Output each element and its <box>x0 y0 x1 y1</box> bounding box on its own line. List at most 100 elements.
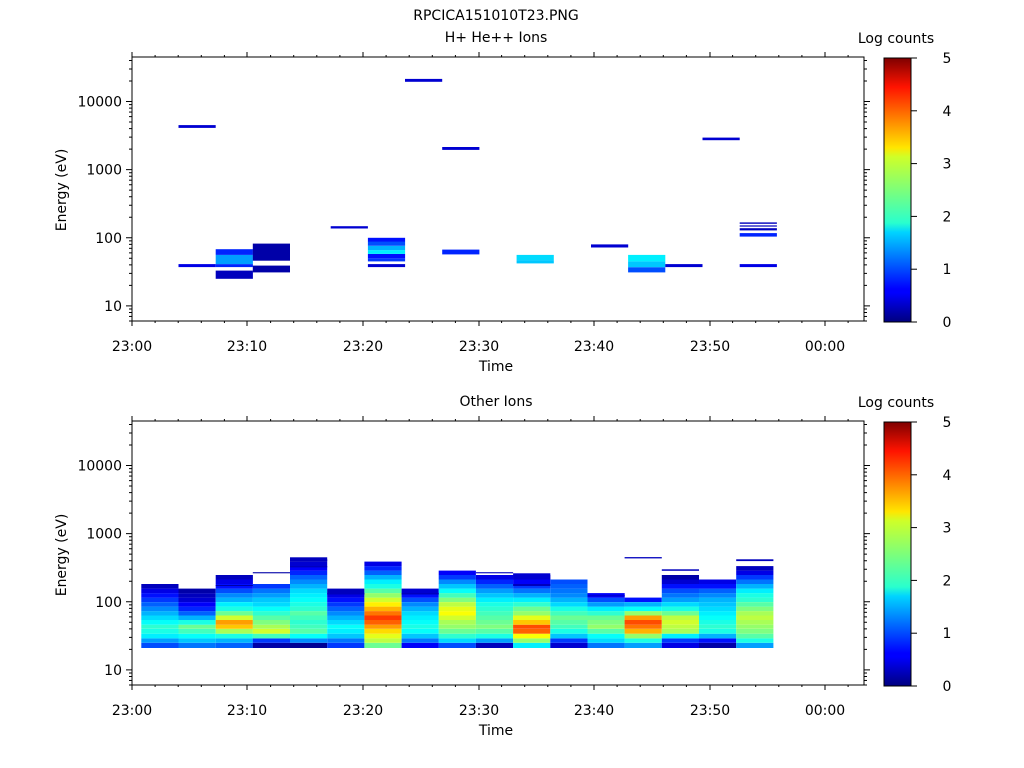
heatmap-cell <box>438 628 476 634</box>
heatmap-cell <box>513 624 551 629</box>
heatmap-cell <box>290 561 328 567</box>
heatmap-cell <box>702 137 740 141</box>
heatmap-cell <box>141 628 179 634</box>
heatmap-cell <box>290 575 328 580</box>
heatmap-cell <box>587 611 625 616</box>
heatmap-cell <box>141 633 179 639</box>
heatmap-cell <box>736 606 774 612</box>
heatmap-cell <box>141 584 179 589</box>
heatmap-cell <box>513 602 551 607</box>
heatmap-cell <box>442 147 480 150</box>
heatmap-cell <box>475 588 514 594</box>
heatmap-cell <box>178 638 216 643</box>
heatmap-cell <box>215 575 253 580</box>
heatmap-cell <box>327 642 365 648</box>
heatmap-cell <box>550 620 588 625</box>
heatmap-cell <box>513 579 551 584</box>
y-tick-label: 10 <box>104 299 122 315</box>
heatmap-cell <box>252 243 290 261</box>
colorbar-tick-label: 1 <box>943 262 952 278</box>
heatmap-cell <box>624 602 662 607</box>
heatmap-cell <box>661 584 699 589</box>
colorbar-ticks: 0 1 2 3 4 5 <box>911 51 952 331</box>
heatmap-cell <box>327 620 365 625</box>
y-axis-label: Energy (eV) <box>54 149 70 232</box>
heatmap-cell <box>141 611 179 616</box>
heatmap-cell <box>475 611 514 616</box>
heatmap-cell <box>736 633 774 639</box>
heatmap-cell <box>513 611 551 616</box>
heatmap-line <box>290 566 328 568</box>
heatmap-cell <box>364 575 402 580</box>
heatmap-cell <box>364 579 402 584</box>
heatmap-cell <box>550 638 588 643</box>
heatmap-cell <box>215 611 253 616</box>
heatmap-cell <box>736 638 774 643</box>
heatmap-cell <box>215 593 253 598</box>
heatmap-cell <box>438 638 476 643</box>
figure-title: RPCICA151010T23.PNG <box>413 8 578 24</box>
heatmap-cells <box>178 78 777 279</box>
heatmap-cell <box>736 588 774 594</box>
heatmap-cell <box>141 620 179 625</box>
x-axis-label: Time <box>478 723 513 739</box>
heatmap-cell <box>215 588 253 594</box>
heatmap-cell <box>252 584 290 589</box>
heatmap-cell <box>591 244 629 248</box>
heatmap-cell <box>587 615 625 620</box>
heatmap-cell <box>401 602 439 607</box>
heatmap-cell <box>215 615 253 620</box>
heatmap-cell <box>736 570 774 575</box>
heatmap-cell <box>736 597 774 602</box>
y-tick-label: 1000 <box>86 527 122 543</box>
heatmap-cell <box>215 620 253 625</box>
heatmap-cell <box>215 642 253 648</box>
heatmap-cell <box>252 638 290 643</box>
heatmap-cell <box>215 633 253 639</box>
heatmap-cell <box>587 606 625 612</box>
heatmap-line <box>513 573 551 580</box>
heatmap-cell <box>699 611 737 616</box>
heatmap-cell <box>438 615 476 620</box>
heatmap-cell <box>438 642 476 648</box>
heatmap-cell <box>141 638 179 643</box>
heatmap-line <box>661 569 699 571</box>
x-tick-label: 23:10 <box>227 703 267 719</box>
heatmap-cell <box>513 606 551 612</box>
heatmap-cell <box>736 584 774 589</box>
heatmap-cell <box>624 597 662 602</box>
colorbar-label: Log counts <box>858 31 934 47</box>
heatmap-cell <box>364 620 402 625</box>
heatmap-cell <box>141 602 179 607</box>
colorbar-tick-label: 4 <box>943 104 952 120</box>
heatmap-cell <box>699 624 737 629</box>
heatmap-cell <box>550 628 588 634</box>
heatmap-cell <box>475 642 514 648</box>
heatmap-cell <box>438 570 476 575</box>
heatmap-cell <box>215 602 253 607</box>
heatmap-line <box>587 594 625 597</box>
x-tick-label: 23:50 <box>690 703 730 719</box>
heatmap-cell <box>438 620 476 625</box>
heatmap-cell <box>367 241 406 246</box>
heatmap-cell <box>661 593 699 598</box>
heatmap-cell <box>252 606 290 612</box>
heatmap-cell <box>661 624 699 629</box>
heatmap-cell <box>475 597 514 602</box>
heatmap-cell <box>739 264 777 268</box>
heatmap-cell <box>401 628 439 634</box>
colorbar-ticks: 0 1 2 3 4 5 <box>911 415 952 695</box>
heatmap-cell <box>364 588 402 594</box>
x-axis-label: Time <box>478 359 513 375</box>
heatmap-cell <box>587 597 625 602</box>
heatmap-cell <box>442 249 480 255</box>
heatmap-cell <box>215 254 253 265</box>
heatmap-cell <box>401 611 439 616</box>
heatmap-line <box>215 585 253 586</box>
heatmap-cell <box>736 566 774 571</box>
heatmap-cell <box>178 602 216 607</box>
heatmap-cell <box>327 628 365 634</box>
heatmap-cell <box>364 611 402 616</box>
heatmap-cell <box>327 597 365 602</box>
panel-title: H+ He++ Ions <box>445 30 548 46</box>
